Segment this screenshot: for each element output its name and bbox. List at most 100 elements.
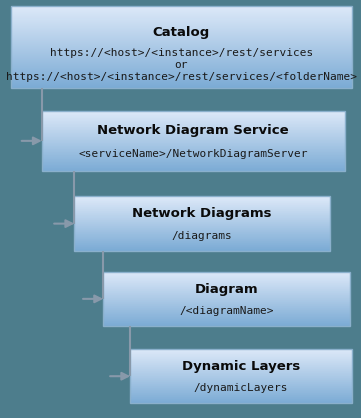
Bar [74,198,330,199]
Bar [11,7,352,8]
Bar [74,223,330,224]
Bar [42,132,345,133]
Bar [11,28,352,29]
Bar [130,379,352,380]
Bar [74,208,330,209]
Bar [42,144,345,145]
Bar [42,116,345,117]
Bar [130,374,352,375]
Bar [11,86,352,87]
Bar [103,279,350,280]
Bar [42,163,345,164]
Bar [11,57,352,58]
Bar [11,47,352,48]
Bar [11,53,352,54]
Bar [74,205,330,206]
Text: /<diagramName>: /<diagramName> [179,306,274,316]
Bar [130,363,352,364]
Bar [130,352,352,353]
Bar [103,278,350,279]
Bar [74,221,330,222]
Bar [103,273,350,274]
Bar [42,155,345,156]
Bar [74,225,330,226]
Bar [130,362,352,363]
Bar [103,302,350,303]
Bar [42,129,345,130]
Bar [42,128,345,129]
Bar [103,289,350,290]
Bar [130,393,352,394]
Bar [74,238,330,239]
Bar [42,140,345,141]
Bar [130,391,352,392]
Bar [74,242,330,243]
Bar [103,272,350,326]
Bar [130,401,352,402]
Bar [42,161,345,162]
Bar [11,10,352,11]
Bar [42,159,345,160]
Bar [42,152,345,153]
Bar [130,353,352,354]
Bar [103,285,350,286]
Bar [11,20,352,22]
Bar [74,230,330,231]
Bar [42,127,345,128]
Bar [11,51,352,52]
Bar [103,274,350,275]
Bar [74,206,330,207]
Bar [103,272,350,273]
Bar [130,361,352,362]
Bar [103,321,350,322]
Bar [103,299,350,300]
Bar [103,322,350,323]
Bar [42,146,345,147]
Bar [42,111,345,112]
Bar [74,203,330,204]
Bar [11,49,352,50]
Bar [11,22,352,23]
Bar [42,148,345,149]
Bar [42,151,345,152]
Bar [42,166,345,167]
Bar [130,396,352,397]
Bar [103,281,350,282]
Bar [103,294,350,295]
Bar [74,247,330,248]
Bar [11,42,352,43]
Bar [42,153,345,154]
Bar [130,351,352,352]
Bar [11,87,352,88]
Bar [103,315,350,316]
Bar [11,30,352,31]
Bar [11,15,352,16]
Bar [42,157,345,158]
Bar [74,209,330,210]
Bar [103,284,350,285]
Bar [103,307,350,308]
Bar [74,239,330,240]
Bar [130,370,352,371]
Bar [11,63,352,64]
Bar [130,385,352,386]
Bar [11,85,352,86]
Bar [11,25,352,27]
Bar [42,113,345,114]
Bar [74,245,330,246]
Bar [103,275,350,276]
Bar [74,199,330,200]
Bar [74,241,330,242]
Bar [42,115,345,116]
Bar [42,149,345,150]
Bar [11,84,352,85]
Bar [11,80,352,81]
Bar [130,349,352,350]
Bar [74,232,330,233]
Bar [42,137,345,138]
Bar [74,200,330,201]
Bar [130,355,352,356]
Bar [103,314,350,315]
Bar [103,317,350,318]
Bar [74,212,330,213]
